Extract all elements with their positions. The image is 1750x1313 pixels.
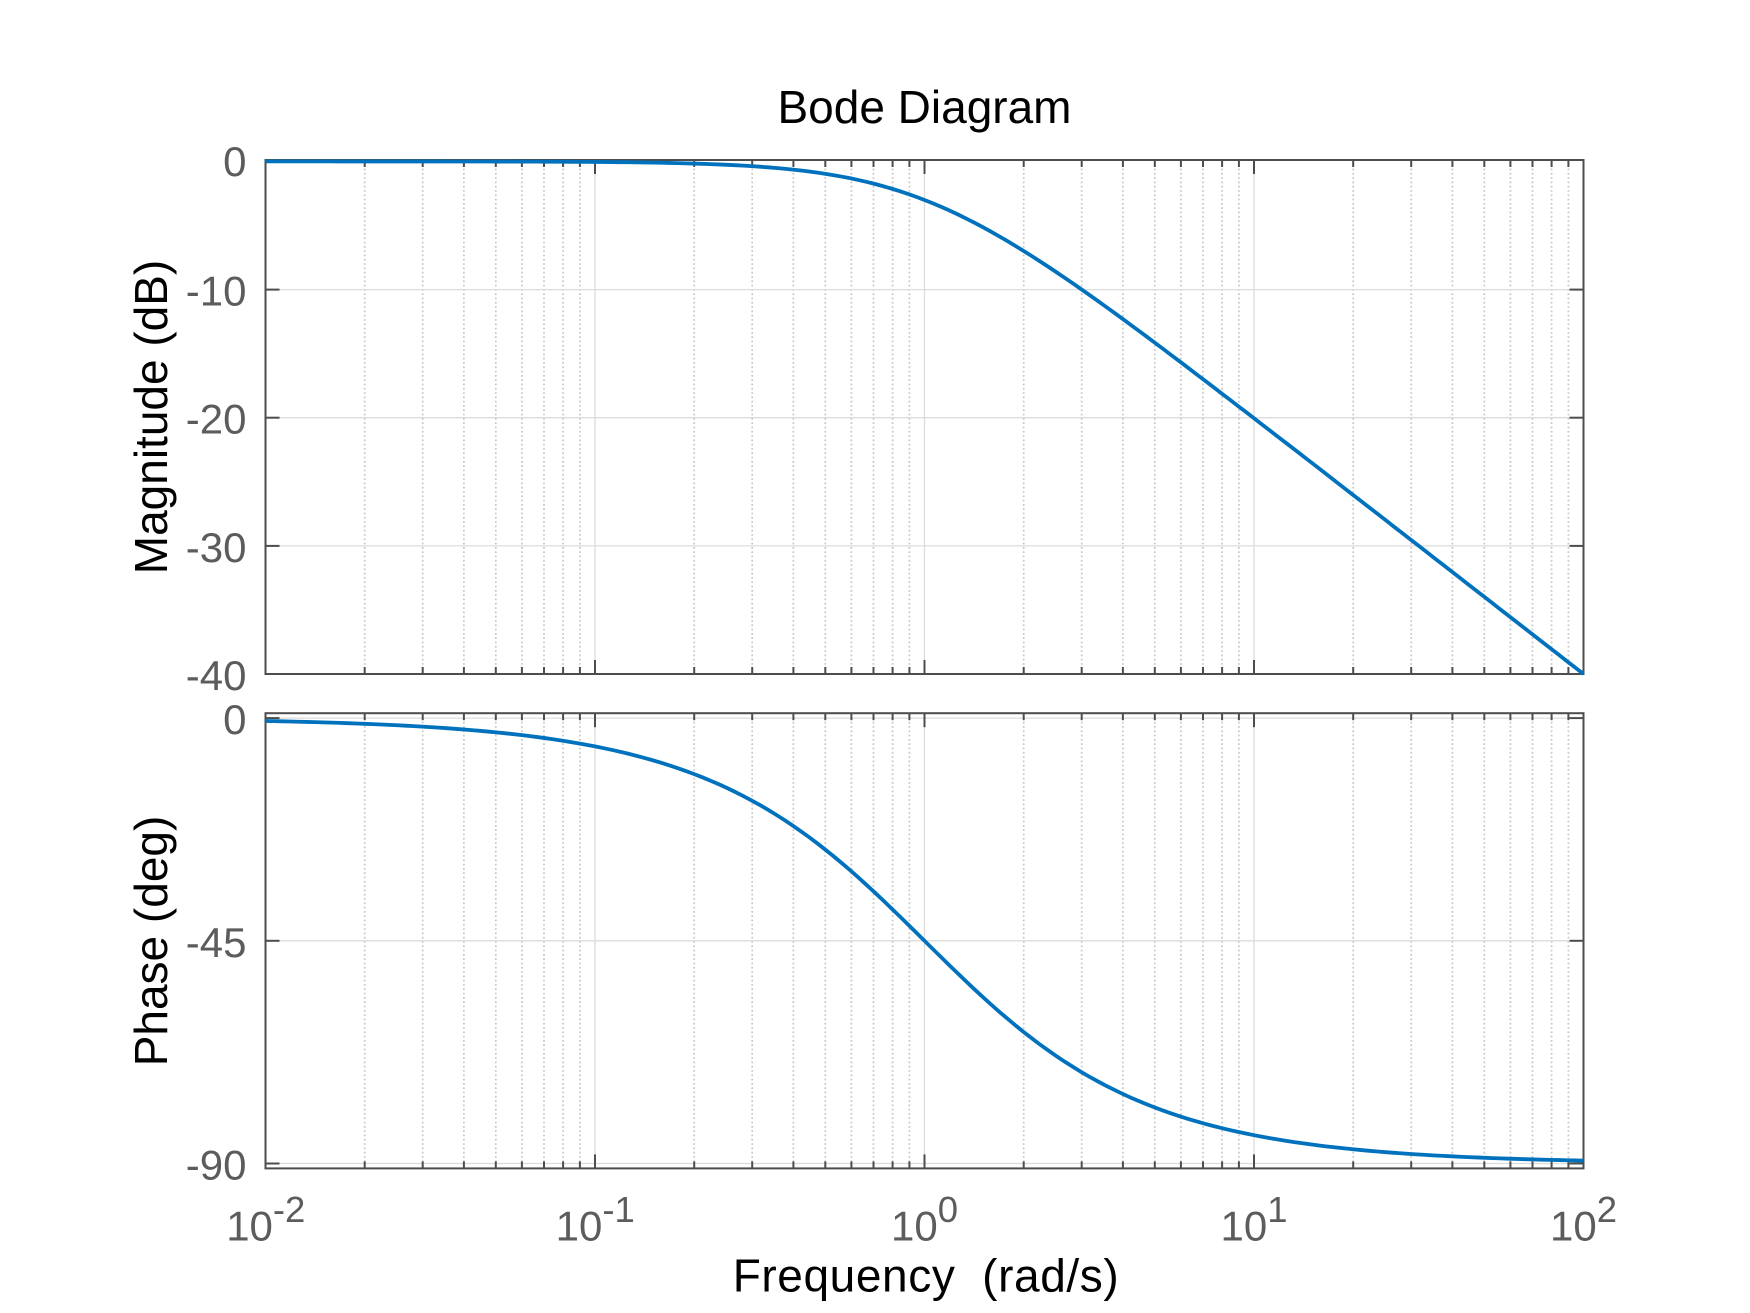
svg-text:10: 10 xyxy=(891,1202,938,1249)
svg-text:2: 2 xyxy=(1597,1189,1617,1230)
svg-text:Frequency (rad/s): Frequency (rad/s) xyxy=(733,1250,1120,1302)
svg-text:-90: -90 xyxy=(186,1142,247,1189)
svg-text:1: 1 xyxy=(1267,1189,1287,1230)
svg-text:10: 10 xyxy=(1550,1202,1597,1249)
svg-text:-45: -45 xyxy=(186,919,247,966)
svg-text:-2: -2 xyxy=(273,1189,305,1230)
svg-text:Phase (deg): Phase (deg) xyxy=(125,816,177,1067)
svg-text:10: 10 xyxy=(556,1202,603,1249)
svg-text:10: 10 xyxy=(1221,1202,1268,1249)
svg-text:-40: -40 xyxy=(186,652,247,699)
svg-text:0: 0 xyxy=(223,138,246,185)
svg-text:-1: -1 xyxy=(602,1189,634,1230)
svg-text:Magnitude (dB): Magnitude (dB) xyxy=(125,260,177,575)
svg-text:Bode Diagram: Bode Diagram xyxy=(777,81,1071,133)
svg-text:-30: -30 xyxy=(186,524,247,571)
svg-text:10: 10 xyxy=(226,1202,273,1249)
svg-text:0: 0 xyxy=(223,696,246,743)
svg-text:0: 0 xyxy=(938,1189,958,1230)
svg-text:-10: -10 xyxy=(186,268,247,315)
svg-text:-20: -20 xyxy=(186,396,247,443)
